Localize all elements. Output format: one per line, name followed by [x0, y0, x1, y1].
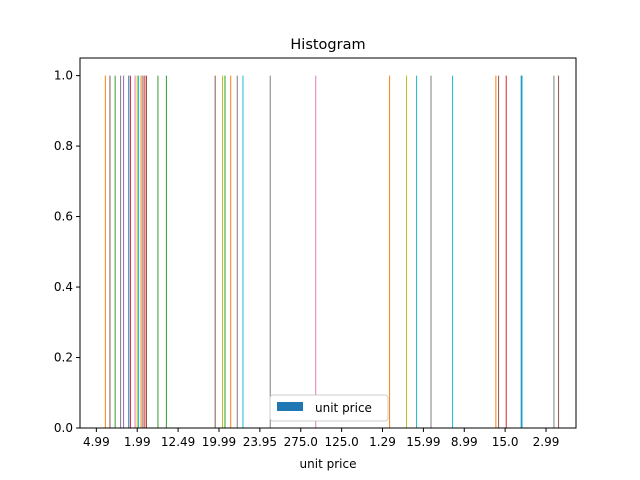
- histogram-bar: [242, 75, 244, 429]
- y-tick-label: 0.8: [54, 139, 73, 153]
- x-tick-label: 12.49: [161, 435, 195, 449]
- y-tick-label: 0.2: [54, 351, 73, 365]
- x-axis-label: unit price: [300, 457, 357, 471]
- histogram-bar: [104, 75, 106, 429]
- histogram-bar: [214, 75, 216, 429]
- plot-frame: [79, 57, 577, 429]
- histogram-bar: [236, 75, 238, 429]
- legend-box: [269, 394, 389, 422]
- histogram-bar: [123, 75, 125, 429]
- histogram-bar: [405, 75, 407, 429]
- histogram-bar: [430, 75, 432, 429]
- histogram-bar: [505, 75, 507, 429]
- x-tick-label: 15.0: [492, 435, 519, 449]
- y-axis-ticks: 0.0 0.2 0.4 0.6 0.8 1.0: [54, 69, 80, 435]
- y-tick-label: 0.6: [54, 210, 73, 224]
- histogram-bar: [138, 75, 140, 429]
- x-tick-label: 23.95: [243, 435, 277, 449]
- histogram-bar: [222, 75, 224, 429]
- x-tick-label: 125.0: [324, 435, 358, 449]
- x-tick-label: 15.99: [406, 435, 440, 449]
- histogram-bar: [144, 75, 146, 429]
- x-tick-label: 19.99: [202, 435, 236, 449]
- histogram-bar: [120, 75, 122, 429]
- histogram-bar: [389, 75, 391, 429]
- histogram-bar: [114, 75, 116, 429]
- x-tick-label: 1.29: [369, 435, 396, 449]
- x-tick-label: 275.0: [284, 435, 318, 449]
- y-tick-label: 0.0: [54, 421, 73, 435]
- bars-layer: [104, 75, 560, 429]
- histogram-bar: [140, 75, 142, 429]
- x-axis-ticks: 4.99 1.99 12.49 19.99 23.95 275.0 125.0 1.29 15.…: [83, 428, 559, 449]
- histogram-bar: [136, 75, 138, 429]
- y-tick-label: 0.4: [54, 280, 73, 294]
- histogram-bar: [520, 75, 522, 429]
- x-tick-label: 4.99: [83, 435, 110, 449]
- chart-title: Histogram: [290, 37, 365, 53]
- histogram-bar: [224, 75, 226, 429]
- x-tick-label: 1.99: [124, 435, 151, 449]
- histogram-bar: [553, 75, 555, 429]
- histogram-bar: [558, 75, 560, 429]
- histogram-bar: [416, 75, 418, 429]
- x-tick-label: 2.99: [533, 435, 560, 449]
- x-tick-label: 8.99: [451, 435, 478, 449]
- histogram-bar: [495, 75, 497, 429]
- legend: unit price: [269, 394, 389, 422]
- histogram-bar: [315, 75, 317, 429]
- histogram-bar: [129, 75, 131, 429]
- histogram-bar: [230, 75, 232, 429]
- histogram-bar: [269, 75, 271, 429]
- legend-swatch: [277, 402, 303, 411]
- histogram-bar: [134, 75, 136, 429]
- y-tick-label: 1.0: [54, 69, 73, 83]
- histogram-bar: [146, 75, 147, 429]
- histogram-bar: [142, 75, 144, 429]
- histogram-bar: [128, 75, 130, 429]
- legend-label: unit price: [315, 401, 372, 415]
- histogram-bar: [521, 75, 523, 429]
- histogram-bar: [109, 75, 111, 429]
- histogram-bar: [452, 75, 454, 429]
- histogram-bar: [498, 75, 500, 429]
- histogram-bar: [165, 75, 167, 429]
- histogram-bar: [157, 75, 159, 429]
